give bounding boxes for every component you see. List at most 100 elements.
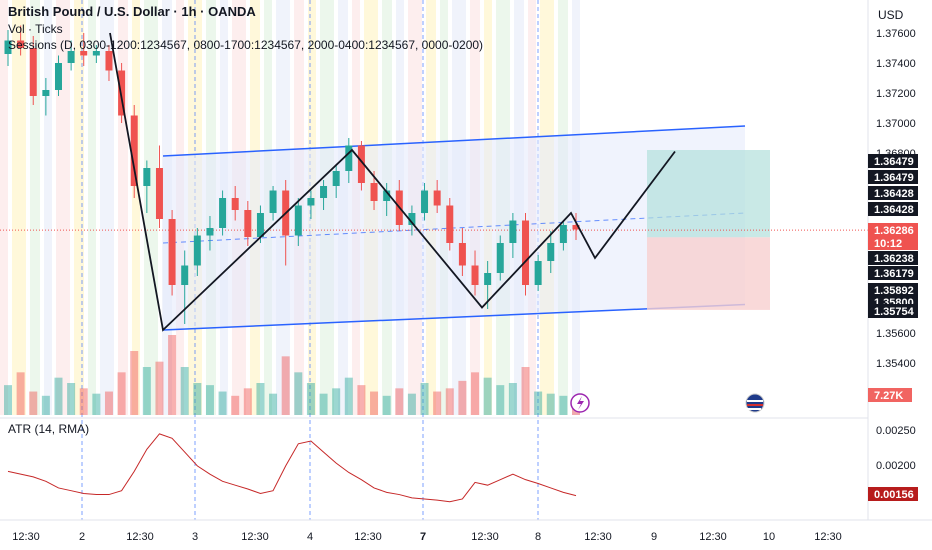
- volume-bar: [357, 385, 366, 415]
- price-tick-label: 1.37600: [876, 28, 916, 40]
- candle-body: [54, 63, 62, 90]
- candle-body: [320, 186, 328, 198]
- atr-value-label: 0.00156: [874, 489, 914, 501]
- volume-bar: [458, 380, 467, 415]
- time-tick-label: 9: [651, 531, 657, 543]
- candle-body: [143, 168, 151, 186]
- volume-bar: [508, 383, 517, 415]
- price-axis[interactable]: 1.376001.374001.372001.370001.368001.356…: [867, 0, 932, 520]
- currency-selector[interactable]: USD: [878, 8, 904, 22]
- volume-bar: [218, 391, 227, 415]
- candle-body: [357, 145, 365, 183]
- candle-body: [219, 198, 227, 228]
- price-label-bg: [868, 304, 918, 318]
- price-tick-label: 1.37000: [876, 118, 916, 130]
- candle-body: [105, 51, 113, 71]
- candle-body: [332, 171, 340, 186]
- volume-bar: [420, 383, 429, 415]
- time-tick-label: 2: [79, 531, 85, 543]
- target-zone[interactable]: [647, 150, 770, 238]
- volume-bar: [67, 383, 76, 415]
- volume-bar: [344, 377, 353, 415]
- volume-value-label: 7.27K: [874, 390, 903, 402]
- price-label-bg: [868, 186, 918, 200]
- candle-body: [458, 243, 466, 266]
- atr-panel: [0, 417, 932, 503]
- candle-body: [496, 243, 504, 273]
- price-label-bg: [868, 154, 918, 168]
- price-label: 1.35892: [874, 285, 914, 297]
- session-band: [132, 0, 140, 415]
- volume-bar: [306, 383, 315, 415]
- candle-body: [446, 205, 454, 243]
- candle-body: [17, 40, 25, 48]
- stop-zone[interactable]: [647, 237, 770, 310]
- price-label: 1.36179: [874, 268, 914, 280]
- volume-bar: [483, 377, 492, 415]
- atr-tick-label: 0.00200: [876, 460, 916, 472]
- candle-body: [294, 205, 302, 236]
- candle-body: [471, 265, 479, 285]
- time-tick-label: 12:30: [126, 531, 154, 543]
- price-label-bg: [868, 236, 918, 250]
- volume-bar: [496, 385, 505, 415]
- price-channel[interactable]: [162, 125, 746, 331]
- candle-body: [572, 225, 580, 230]
- session-band: [30, 0, 40, 415]
- price-label: 1.36479: [874, 172, 914, 184]
- session-band: [0, 0, 8, 415]
- candle-body: [193, 235, 201, 266]
- price-tick-label: 1.37200: [876, 88, 916, 100]
- candle-body: [307, 198, 315, 206]
- volume-bar: [534, 391, 543, 415]
- time-tick-label: 8: [535, 531, 541, 543]
- zigzag-pattern[interactable]: [109, 32, 676, 332]
- volume-bar: [104, 391, 113, 415]
- candle-body: [29, 48, 37, 96]
- candle-body: [130, 115, 138, 186]
- price-label: 10:12: [874, 238, 902, 250]
- time-axis[interactable]: 12:30 2 12:30 3 12:30 4 12:30 7 12:30 8 12:30 9 12:3…: [0, 519, 932, 543]
- zigzag-line[interactable]: [109, 32, 676, 332]
- price-label-bg: [868, 251, 918, 265]
- candle-body: [206, 228, 214, 236]
- sessions-legend[interactable]: Sessions (D, 0300-1200:1234567, 0800-170…: [8, 38, 484, 52]
- atr-legend[interactable]: ATR (14, RMA): [8, 422, 90, 436]
- candle-body: [509, 220, 517, 243]
- channel-mid-line: [162, 212, 746, 244]
- volume-legend[interactable]: Vol · Ticks: [8, 22, 63, 36]
- channel-upper-line[interactable]: [162, 125, 746, 157]
- time-tick-label: 3: [192, 531, 198, 543]
- price-label: 1.36479: [874, 156, 914, 168]
- candle-body: [92, 51, 100, 56]
- volume-bar: [281, 356, 290, 415]
- volume-bar: [407, 393, 416, 415]
- us-flag-icon[interactable]: [745, 393, 765, 413]
- price-label-bg: [868, 202, 918, 216]
- candle-body: [421, 190, 429, 213]
- position-tool[interactable]: [0, 150, 868, 310]
- price-label: 1.36286: [874, 225, 914, 237]
- candle-body: [231, 198, 239, 210]
- price-tick-label: 1.35600: [876, 328, 916, 340]
- event-icons[interactable]: [570, 393, 765, 413]
- volume-bar: [4, 385, 12, 415]
- time-tick-label: 12:30: [584, 531, 612, 543]
- chart-title[interactable]: British Pound / U.S. Dollar · 1h · OANDA: [8, 4, 256, 19]
- candle-body: [484, 273, 492, 285]
- candle-body: [155, 168, 163, 219]
- volume-bar: [180, 367, 189, 415]
- time-tick-label: 12:30: [241, 531, 269, 543]
- us-flag-stripe: [747, 404, 763, 406]
- volume-bar: [79, 388, 88, 415]
- price-label-bg: [868, 283, 918, 297]
- volume-bar: [205, 385, 214, 415]
- volume-bar: [332, 388, 341, 415]
- time-tick-label: 7: [420, 531, 426, 543]
- volume-bar: [256, 383, 265, 415]
- atr-line: [7, 433, 577, 503]
- candle-body: [244, 210, 252, 237]
- price-label: 1.36238: [874, 253, 914, 265]
- session-band: [56, 0, 70, 415]
